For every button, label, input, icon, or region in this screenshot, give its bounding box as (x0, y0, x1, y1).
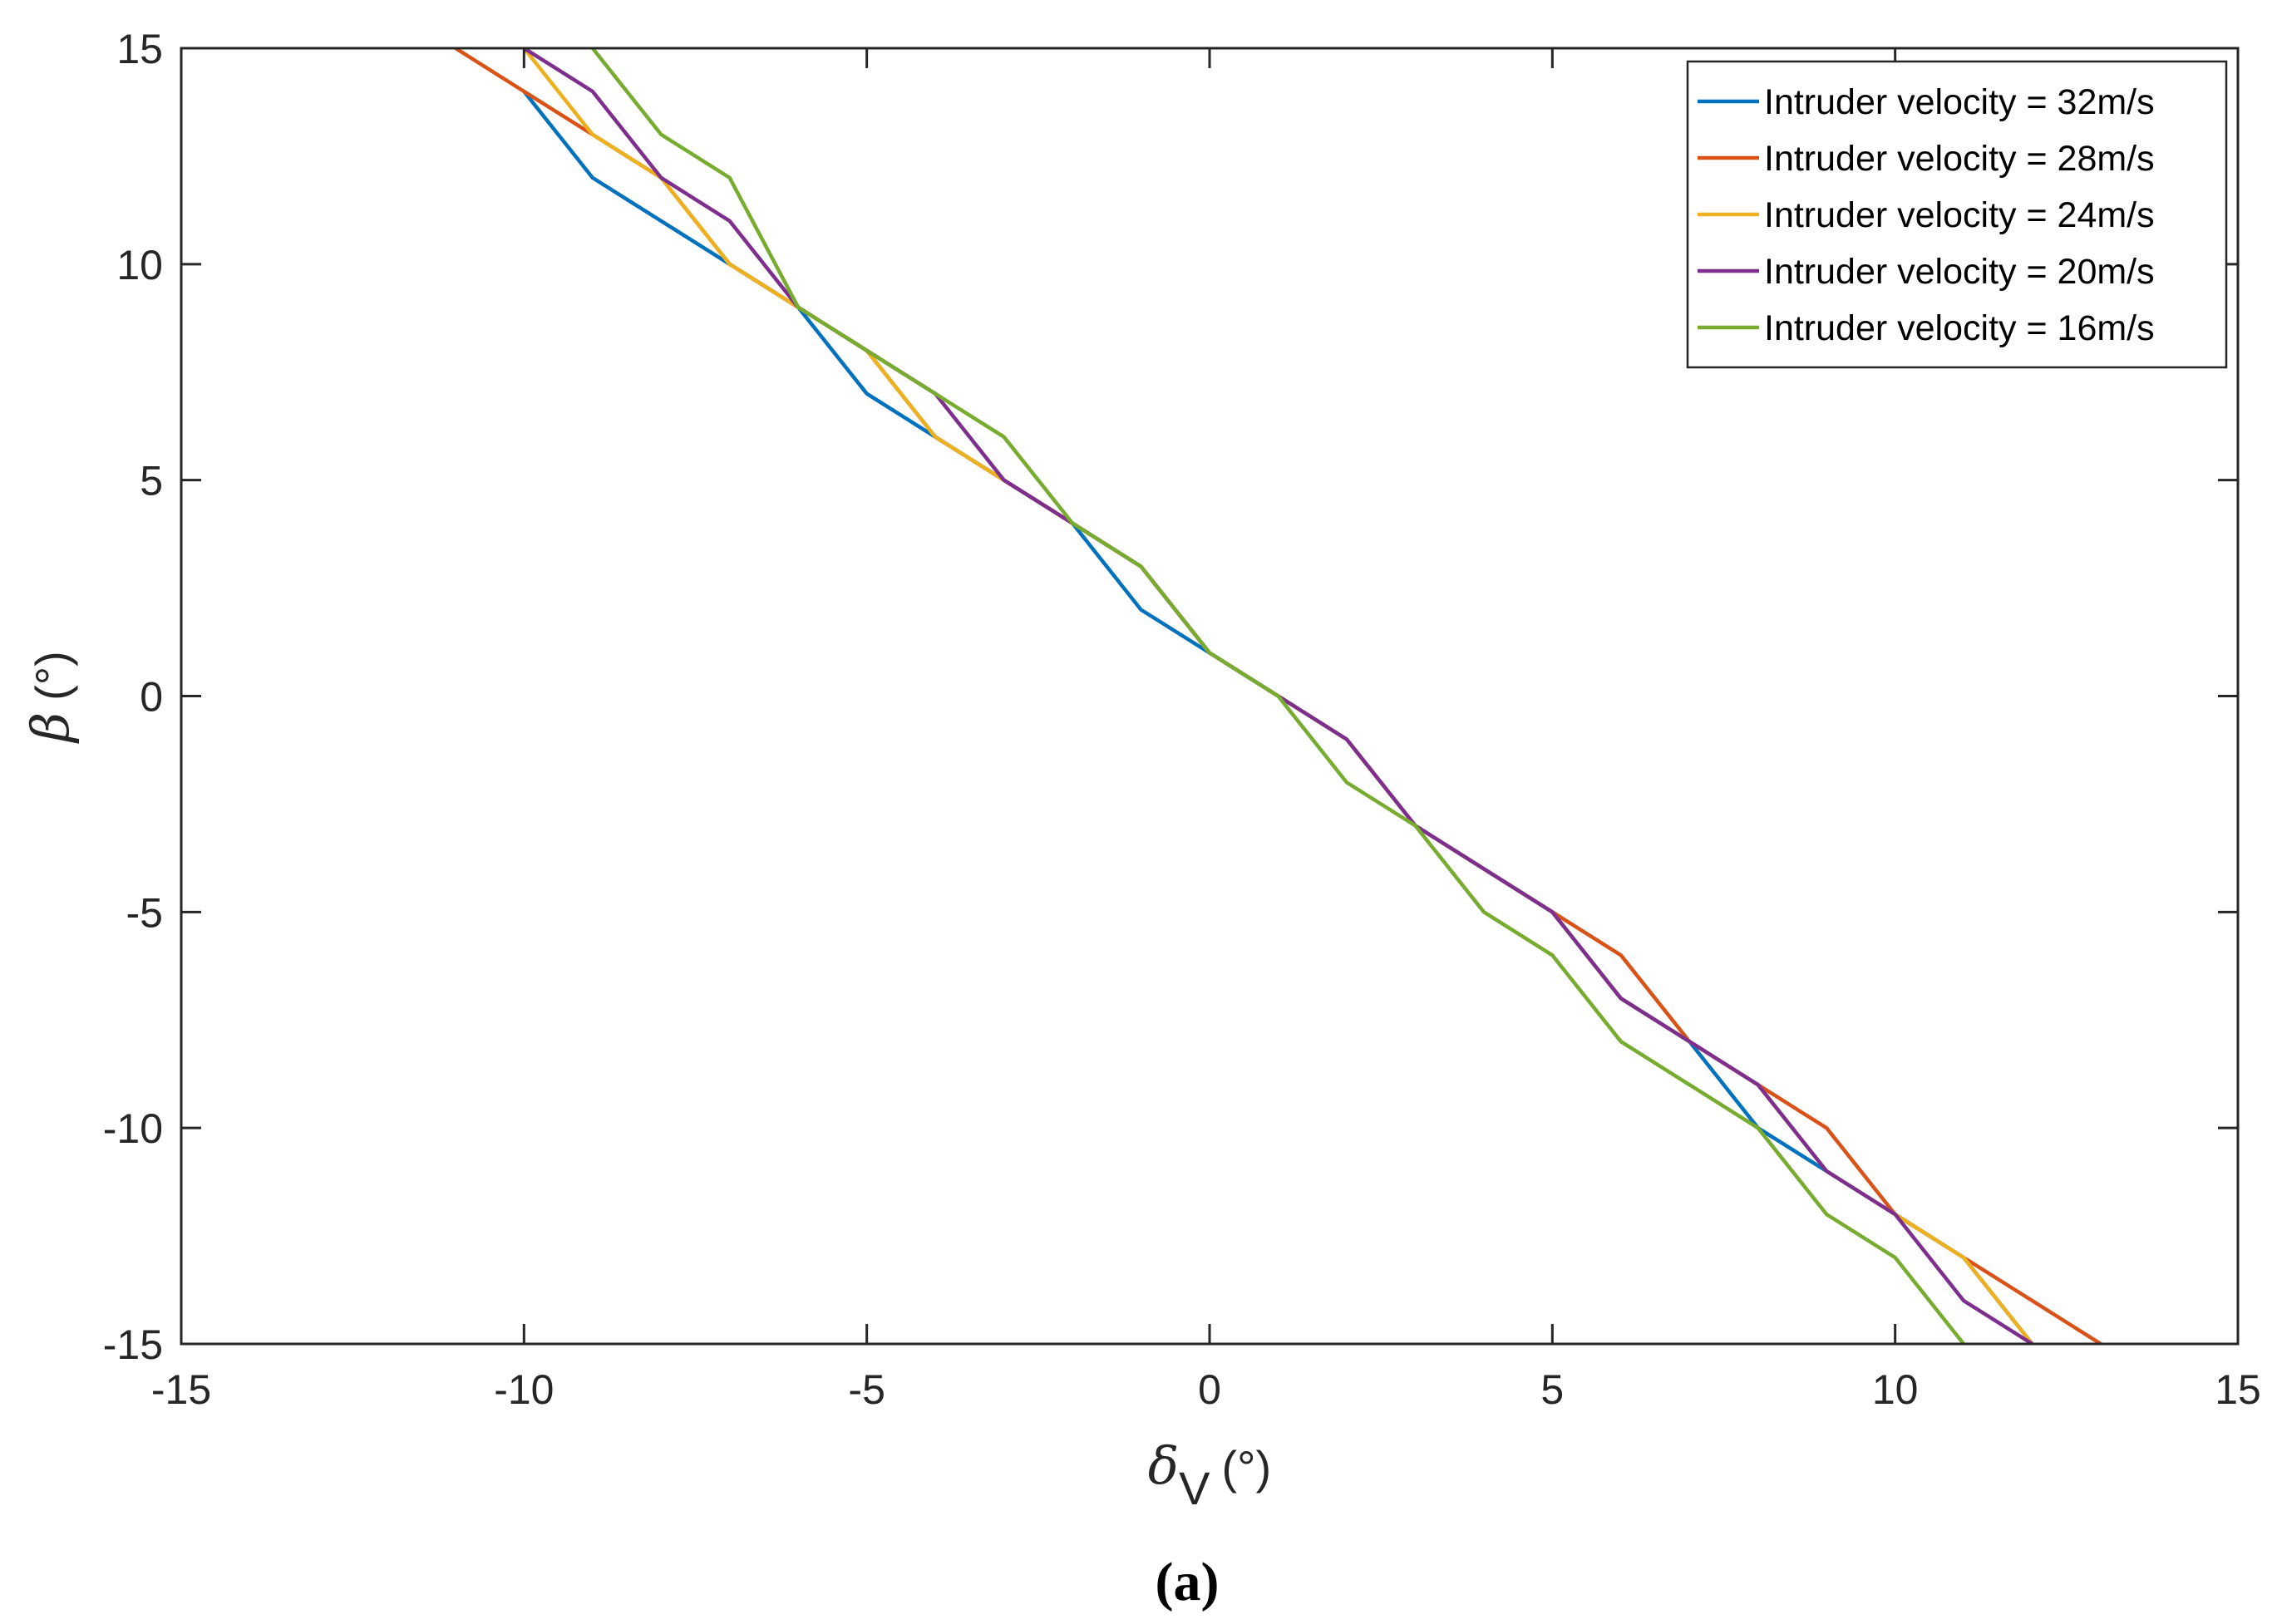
x-axis-subscript: V (1179, 1462, 1210, 1514)
y-tick-label: -10 (103, 1105, 163, 1152)
legend-label-5: Intruder velocity = 16m/s (1764, 308, 2155, 348)
legend-label-3: Intruder velocity = 24m/s (1764, 195, 2155, 235)
axes: -15 -10 -5 0 5 10 15 15 10 5 0 -5 -10 -15 (103, 26, 2261, 1413)
y-axis-symbol: β (20, 712, 81, 744)
x-axis-label: δV (°) (1148, 1435, 1271, 1514)
series-line-5 (591, 48, 1965, 1344)
x-axis-unit: (°) (1221, 1441, 1271, 1494)
y-tick-label: -5 (126, 889, 163, 936)
legend: Intruder velocity = 32m/s Intruder veloci… (1686, 60, 2228, 369)
x-tick-label: 10 (1872, 1366, 1919, 1413)
y-axis-unit: (°) (26, 651, 78, 701)
y-tick-label: 10 (116, 242, 163, 288)
x-tick-label: 5 (1540, 1366, 1564, 1413)
x-tick-label: -15 (151, 1366, 211, 1413)
x-tick-label: 15 (2215, 1366, 2261, 1413)
figure-caption: (a) (1156, 1552, 1220, 1612)
x-tick-label: 0 (1198, 1366, 1221, 1413)
legend-label-2: Intruder velocity = 28m/s (1764, 139, 2155, 179)
plot-area (454, 48, 2102, 1344)
y-tick-label: 5 (140, 458, 163, 504)
x-tick-label: -10 (494, 1366, 554, 1413)
y-tick-label: -15 (103, 1321, 163, 1368)
y-axis-label: β (°) (20, 651, 81, 744)
x-tick-label: -5 (848, 1366, 885, 1413)
y-tick-label: 0 (140, 674, 163, 721)
x-axis-symbol: δ (1148, 1435, 1179, 1496)
legend-label-4: Intruder velocity = 20m/s (1764, 252, 2155, 292)
y-tick-label: 15 (116, 26, 163, 72)
legend-box (1686, 60, 2228, 369)
legend-label-1: Intruder velocity = 32m/s (1764, 82, 2155, 122)
